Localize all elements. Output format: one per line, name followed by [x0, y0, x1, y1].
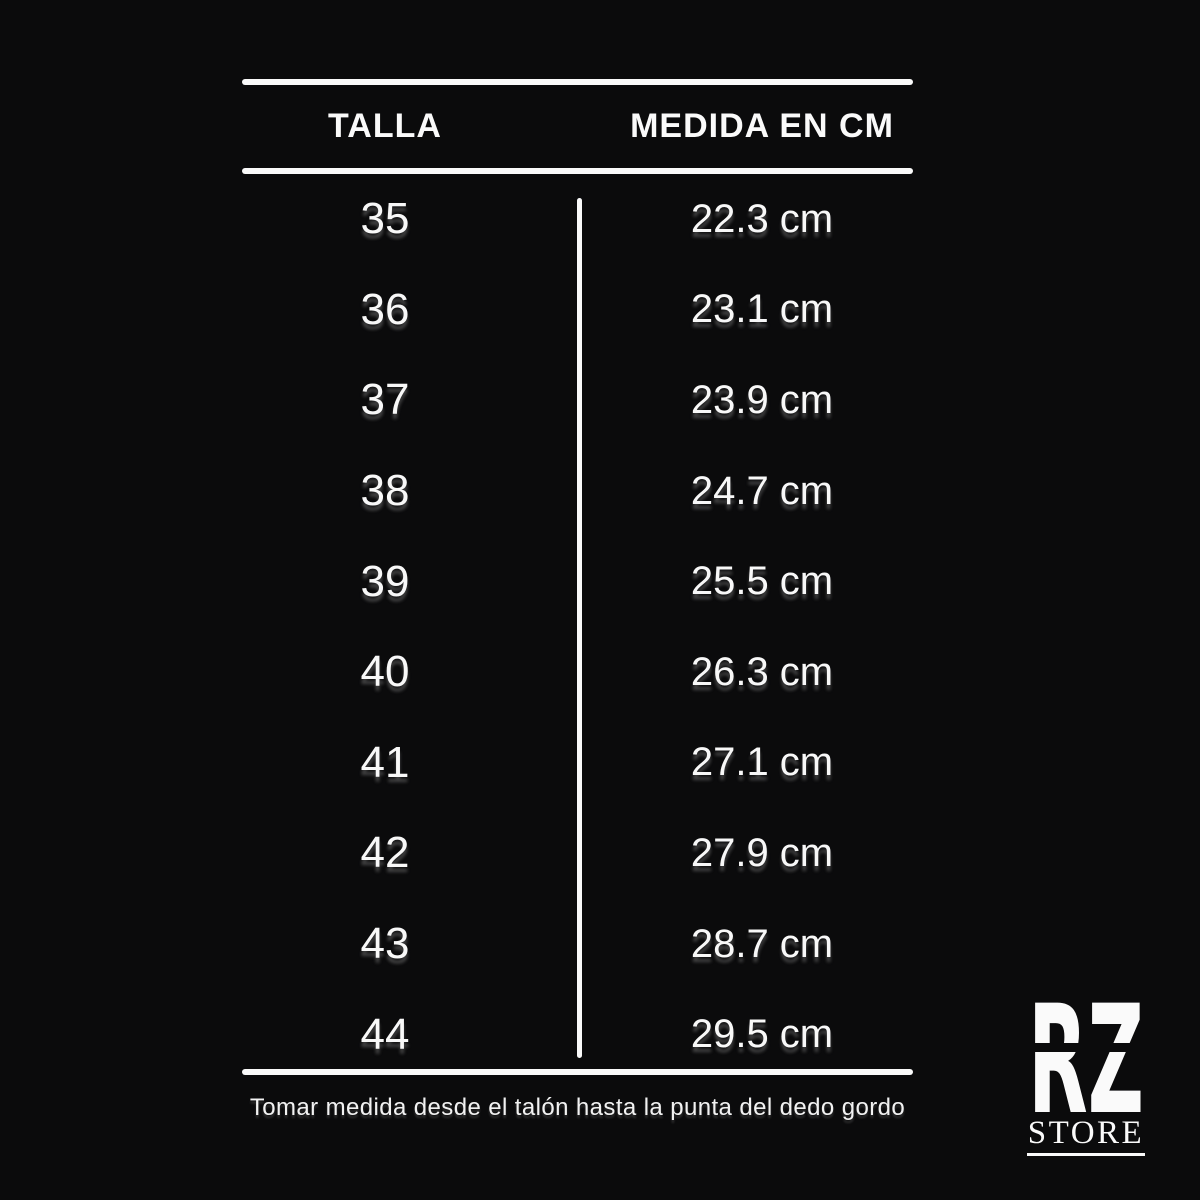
table-row: 44 29.5 cm	[242, 989, 944, 1080]
table-row: 36 23.1 cm	[242, 265, 944, 356]
header-bottom-rule	[242, 168, 913, 174]
table-row: 38 24.7 cm	[242, 446, 944, 537]
size-value: 43	[360, 919, 410, 969]
measure-value: 28.7 cm	[690, 921, 834, 966]
measure-value: 29.5 cm	[690, 1012, 834, 1057]
measurement-instruction: Tomar medida desde el talón hasta la pun…	[249, 1094, 906, 1121]
measure-value: 27.9 cm	[690, 830, 834, 875]
svg-text:RZ: RZ	[1028, 1002, 1144, 1112]
measure-value: 23.9 cm	[690, 377, 834, 422]
top-rule	[242, 79, 913, 85]
bottom-rule	[242, 1069, 913, 1075]
measure-value: 25.5 cm	[690, 559, 834, 604]
size-value: 44	[360, 1009, 410, 1059]
table-body: 35 22.3 cm 36 23.1 cm 37 23.9 cm 38 24.7…	[242, 174, 944, 1080]
measure-value: 22.3 cm	[690, 196, 834, 241]
svg-text:RZ: RZ	[1028, 1002, 1144, 1112]
table-row: 35 22.3 cm	[242, 174, 944, 265]
table-row: 43 28.7 cm	[242, 899, 944, 990]
table-header: TALLA MEDIDA EN CM	[242, 85, 944, 168]
column-header-medida: MEDIDA EN CM	[630, 107, 894, 145]
measure-value: 26.3 cm	[690, 649, 834, 694]
store-logo: RZ RZ STORE	[1020, 1002, 1152, 1156]
table-row: 40 26.3 cm	[242, 627, 944, 718]
table-row: 41 27.1 cm	[242, 718, 944, 809]
logo-letters-icon: RZ RZ	[1028, 1002, 1144, 1112]
size-value: 35	[360, 194, 410, 244]
size-value: 37	[360, 375, 410, 425]
size-value: 38	[360, 466, 410, 516]
measure-value: 24.7 cm	[690, 468, 834, 513]
column-header-talla: TALLA	[328, 107, 442, 145]
size-value: 42	[360, 828, 410, 878]
size-value: 36	[360, 284, 410, 334]
measure-value: 27.1 cm	[690, 740, 834, 785]
store-label: STORE	[1026, 1117, 1146, 1156]
table-row: 42 27.9 cm	[242, 808, 944, 899]
size-value: 40	[360, 647, 410, 697]
table-row: 39 25.5 cm	[242, 536, 944, 627]
table-row: 37 23.9 cm	[242, 355, 944, 446]
measure-value: 23.1 cm	[690, 287, 834, 332]
size-value: 39	[360, 556, 410, 606]
column-divider	[577, 198, 582, 1058]
size-value: 41	[360, 737, 410, 787]
